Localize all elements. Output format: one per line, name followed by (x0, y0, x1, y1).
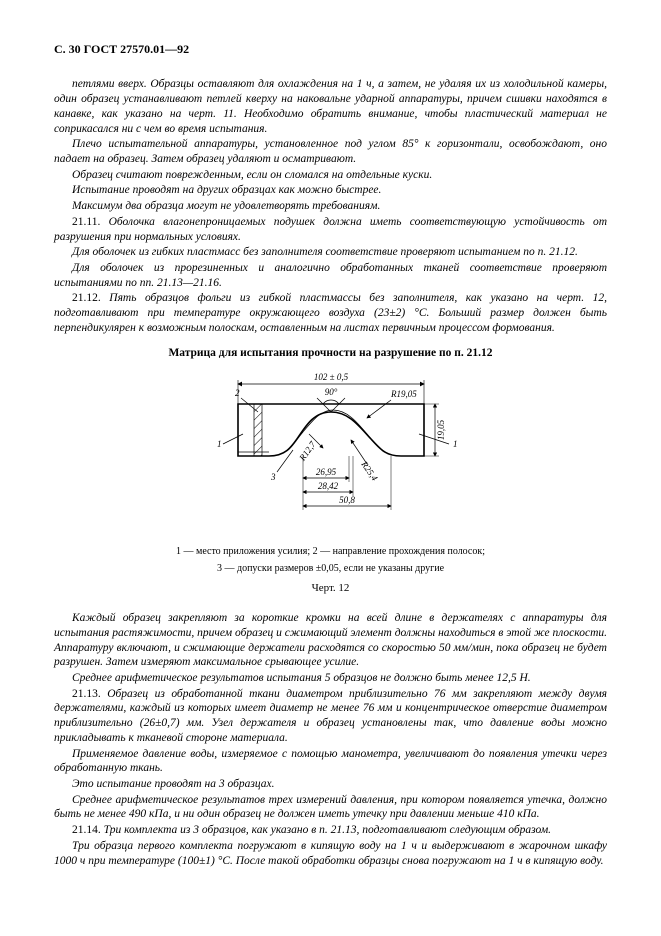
leader-1-right: 1 (453, 439, 458, 449)
dim-side-19: 19,05 (436, 420, 446, 441)
dim-2695: 26,95 (315, 467, 336, 477)
dim-r127: R12,7 (296, 439, 317, 463)
para-2: Плечо испытательной аппаратуры, установл… (54, 137, 607, 166)
para-9: 21.12. Пять образцов фольги из гибкой пл… (54, 291, 607, 335)
para-8: Для оболочек из прорезиненных и аналогич… (54, 261, 607, 290)
para-15: Среднее арифметическое результатов трех … (54, 793, 607, 822)
figure-12-svg: 102 ± 0,5 90° R19,05 (191, 364, 471, 534)
para-7: Для оболочек из гибких пластмасс без зап… (54, 245, 607, 260)
leader-2: 2 (235, 388, 240, 398)
figure-caption-line1: 1 — место приложения усилия; 2 — направл… (54, 545, 607, 558)
para-17: Три образца первого комплекта погружают … (54, 839, 607, 868)
figure-title: Матрица для испытания прочности на разру… (54, 346, 607, 361)
para-3: Образец считают поврежденным, если он сл… (54, 168, 607, 183)
para-11: Среднее арифметическое результатов испыт… (54, 671, 607, 686)
page-header: С. 30 ГОСТ 27570.01—92 (54, 42, 607, 57)
para-10: Каждый образец закрепляют за короткие кр… (54, 611, 607, 670)
dim-top: 102 ± 0,5 (313, 372, 348, 382)
para-12: 21.13. Образец из обработанной ткани диа… (54, 687, 607, 746)
para-9-text: Пять образцов фольги из гибкой пластмасс… (54, 292, 607, 333)
figure-label: Черт. 12 (54, 581, 607, 595)
leader-1-left: 1 (217, 439, 222, 449)
para-12-text: Образец из обработанной ткани диаметром … (54, 688, 607, 744)
para-14: Это испытание проводят на 3 образцах. (54, 777, 607, 792)
para-5: Максимум два образца могут не удовлетвор… (54, 199, 607, 214)
figure-wrap: 102 ± 0,5 90° R19,05 (54, 364, 607, 539)
figure-caption-line2: 3 — допуски размеров ±0,05, если не указ… (54, 562, 607, 575)
section-21-11: 21.11. (72, 216, 100, 228)
para-6: 21.11. Оболочка влагонепроницаемых подуш… (54, 215, 607, 244)
para-4: Испытание проводят на других образцах ка… (54, 183, 607, 198)
dim-r254: R25,4 (358, 459, 379, 483)
dim-2842: 28,42 (317, 481, 338, 491)
para-13: Применяемое давление воды, измеряемое с … (54, 747, 607, 776)
section-21-13: 21.13. (72, 688, 101, 700)
para-1: петлями вверх. Образцы оставляют для охл… (54, 77, 607, 136)
page: С. 30 ГОСТ 27570.01—92 петлями вверх. Об… (0, 0, 661, 936)
leader-3: 3 (270, 472, 276, 482)
para-16: 21.14. Три комплекта из 3 образцов, как … (54, 823, 607, 838)
dim-angle: 90° (324, 387, 337, 397)
para-16-text: Три комплекта из 3 образцов, как указано… (104, 824, 551, 836)
dim-508: 50,8 (339, 495, 355, 505)
dim-r19: R19,05 (390, 389, 417, 399)
para-6-text: Оболочка влагонепроницаемых подушек долж… (54, 216, 607, 243)
section-21-14: 21.14. (72, 824, 101, 836)
section-21-12: 21.12. (72, 292, 101, 304)
